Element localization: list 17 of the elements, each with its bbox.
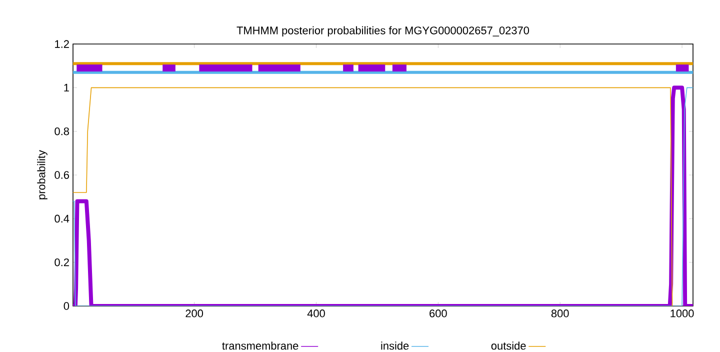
y-tick-label: 0.8 — [54, 127, 69, 136]
x-tick-label: 200 — [186, 310, 204, 318]
legend-label: outside — [491, 342, 526, 350]
y-tick-label: 0.2 — [54, 258, 69, 266]
legend-label: inside — [381, 342, 409, 350]
y-tick-label: 1.2 — [55, 40, 69, 48]
y-axis-title: probability — [37, 150, 48, 200]
y-tick-label: 0 — [64, 302, 70, 310]
x-tick-label: 400 — [307, 310, 325, 318]
y-tick-label: 1 — [64, 84, 69, 92]
chart-title: TMHMM posterior probabilities for MGYG000002657_02370 — [236, 26, 530, 36]
y-tick-label: 0.4 — [54, 214, 70, 223]
x-tick-label: 800 — [551, 310, 569, 318]
legend-label: transmembrane — [222, 342, 298, 350]
y-tick-label: 0.6 — [54, 171, 69, 179]
x-tick-label: 600 — [430, 310, 447, 318]
x-tick-label: 1000 — [670, 310, 694, 318]
